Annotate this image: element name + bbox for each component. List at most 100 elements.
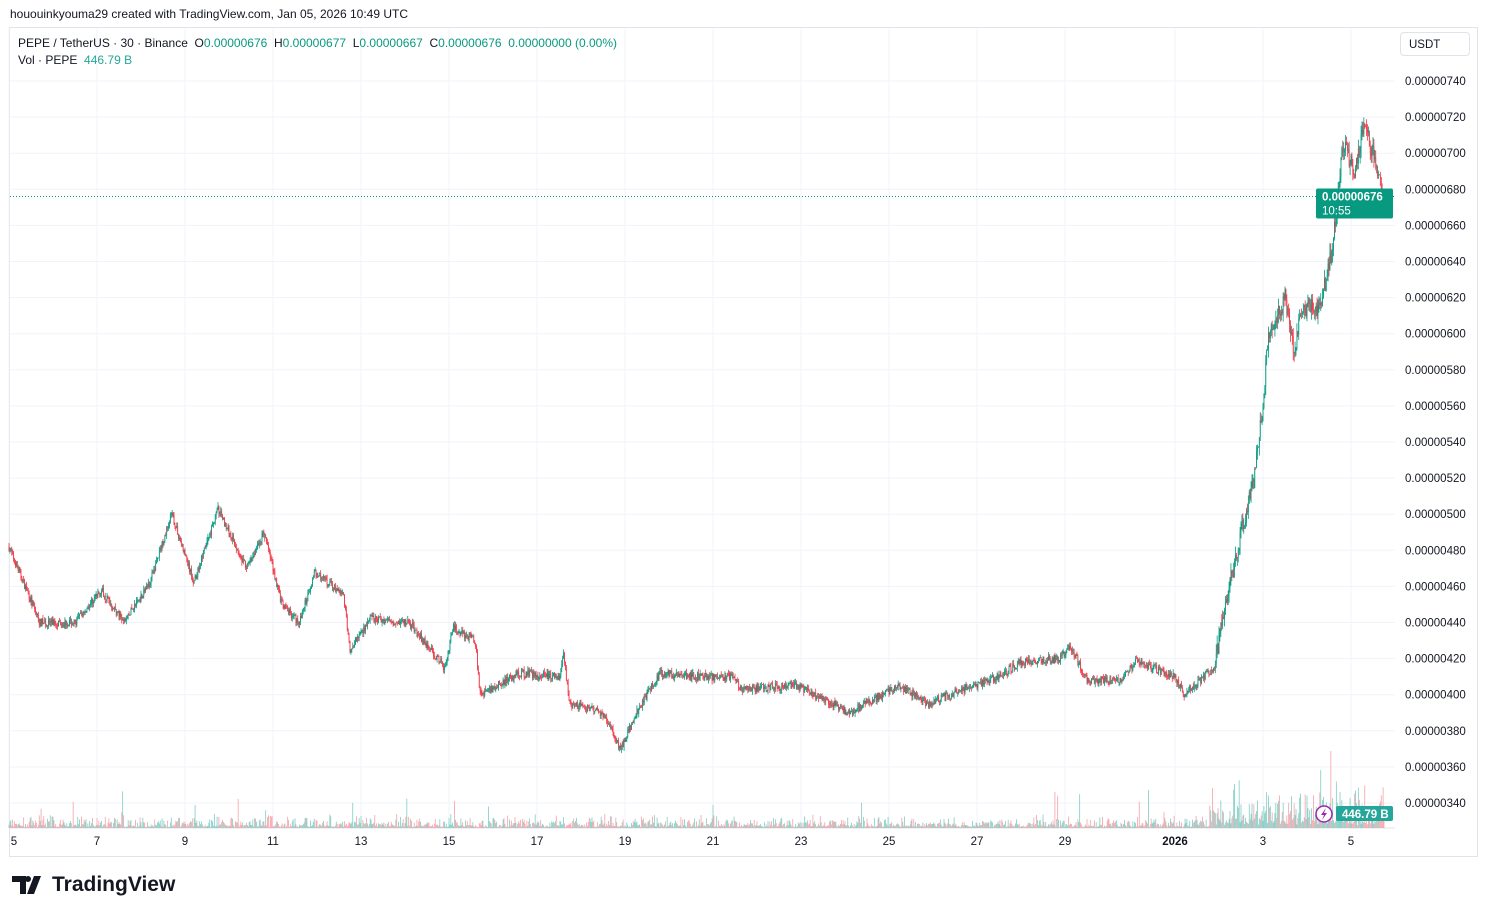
candle-body	[578, 705, 580, 709]
volume-bar	[42, 819, 44, 828]
candle-body	[462, 629, 464, 634]
volume-bar	[896, 823, 898, 828]
candle-body	[1193, 684, 1195, 690]
volume-bar	[732, 825, 734, 828]
candle-body	[1239, 531, 1241, 550]
volume-bar	[726, 819, 728, 828]
symbol-label[interactable]: PEPE / TetherUS · 30 · Binance	[18, 36, 188, 50]
candle-body	[1019, 659, 1021, 664]
candle-body	[310, 588, 311, 592]
candle-body	[554, 672, 555, 677]
volume-bar	[1330, 750, 1332, 828]
candle-body	[57, 625, 58, 627]
volume-bar	[434, 819, 436, 828]
candle-body	[141, 594, 143, 599]
candle-body	[493, 686, 495, 689]
candle-body	[58, 620, 59, 627]
candle-body	[82, 612, 84, 616]
volume-bar	[235, 821, 236, 828]
volume-bar	[822, 826, 824, 828]
candle-body	[337, 589, 339, 591]
volume-bar	[363, 822, 365, 828]
candle-body	[1322, 296, 1323, 306]
volume-bar	[572, 821, 574, 828]
candle-body	[1038, 660, 1039, 662]
volume-bar	[230, 818, 232, 828]
candle-body	[338, 589, 340, 592]
candle-body	[296, 618, 298, 623]
volume-bar	[1115, 820, 1117, 828]
candle-body	[939, 700, 941, 703]
candle-body	[233, 536, 234, 541]
candle-body	[56, 624, 58, 626]
volume-bar	[442, 826, 443, 828]
volume-bar	[675, 822, 677, 828]
candle-body	[692, 672, 694, 673]
candle-body	[22, 579, 24, 582]
candle-body	[938, 696, 939, 702]
candle-body	[498, 681, 499, 688]
candle-body	[769, 685, 771, 691]
candle-body	[1094, 680, 1096, 684]
volume-bar	[428, 821, 430, 828]
candle-body	[218, 505, 220, 515]
volume-bar	[883, 826, 884, 828]
candle-body	[708, 675, 709, 680]
volume-bar	[110, 821, 112, 828]
candle-body	[68, 624, 69, 627]
volume-bar	[1171, 823, 1173, 828]
volume-bar	[665, 826, 667, 828]
volume-bar	[643, 823, 645, 828]
volume-bar	[54, 825, 56, 828]
volume-bar	[856, 821, 858, 828]
volume-bar	[196, 820, 198, 828]
candle-body	[164, 534, 166, 542]
candle-body	[390, 622, 392, 623]
volume-bar	[282, 826, 284, 828]
volume-bar	[1320, 770, 1322, 828]
candle-body	[20, 570, 22, 578]
candle-body	[1222, 617, 1224, 626]
candle-body	[639, 706, 641, 709]
volume-bar	[654, 826, 656, 828]
volume-bar	[1029, 823, 1031, 828]
currency-button[interactable]: USDT	[1400, 32, 1470, 56]
volume-bar	[498, 826, 499, 828]
volume-bar	[1061, 822, 1063, 828]
candle-body	[534, 672, 536, 677]
volume-bar	[1222, 810, 1224, 828]
volume-bar	[125, 826, 126, 828]
candle-body	[955, 689, 957, 692]
volume-bar	[89, 820, 91, 828]
candle-body	[700, 673, 702, 675]
volume-bar	[389, 826, 390, 828]
candle-body	[780, 690, 782, 691]
candle-body	[972, 687, 973, 689]
candle-body	[788, 683, 790, 686]
volume-bar	[719, 825, 721, 828]
volume-bar	[460, 818, 462, 828]
volume-bar	[292, 819, 294, 828]
candle-body	[969, 686, 971, 689]
tradingview-logo[interactable]: TradingView	[12, 873, 175, 897]
candle-body	[1132, 666, 1134, 671]
volume-bar	[701, 822, 703, 828]
candle-body	[1247, 510, 1248, 512]
volume-bar	[660, 822, 662, 828]
volume-bar	[868, 826, 870, 828]
candle-body	[833, 701, 835, 708]
candle-body	[1303, 304, 1305, 312]
volume-bar	[543, 826, 545, 828]
candle-body	[757, 686, 759, 692]
volume-bar	[727, 820, 729, 828]
candle-body	[734, 677, 736, 680]
volume-bar	[291, 821, 293, 828]
candle-body	[1291, 332, 1293, 336]
candle-body	[660, 669, 662, 671]
candle-body	[42, 618, 44, 623]
candle-body	[184, 549, 186, 556]
candle-body	[1228, 586, 1230, 596]
candle-body	[1045, 661, 1047, 663]
volume-bar	[81, 824, 83, 828]
